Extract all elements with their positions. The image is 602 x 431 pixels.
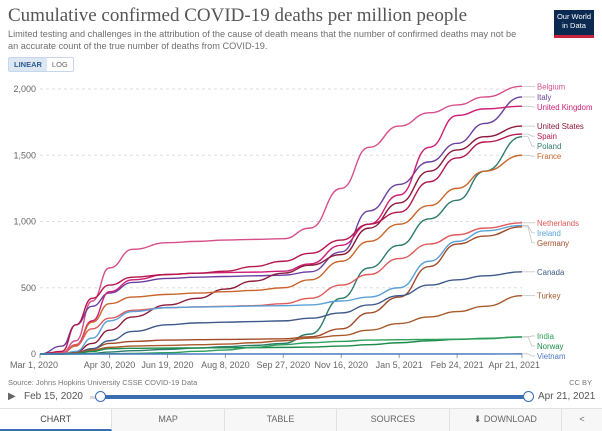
label-connector bbox=[522, 336, 535, 337]
download-label: DOWNLOAD bbox=[484, 414, 537, 424]
play-icon[interactable]: ▶ bbox=[8, 391, 16, 402]
x-axis: Mar 1, 2020 Apr 30, 2020 Jun 19, 2020 Aug 8… bbox=[10, 354, 540, 370]
tab-chart[interactable]: CHART bbox=[0, 409, 112, 431]
x-tick-label: Feb 24, 2021 bbox=[431, 360, 484, 370]
share-icon: < bbox=[579, 414, 584, 424]
timeline-start-handle[interactable] bbox=[95, 391, 106, 402]
line-chart: 0 500 1,000 1,500 2,000 Mar 1, 2020 Apr 30, 2… bbox=[0, 0, 602, 376]
timeline-selected-range bbox=[100, 395, 528, 399]
grid-lines bbox=[40, 89, 522, 354]
series-label-france[interactable]: France bbox=[537, 152, 561, 161]
y-axis: 0 500 1,000 1,500 2,000 bbox=[13, 84, 36, 359]
series-label-united-kingdom[interactable]: United Kingdom bbox=[537, 103, 592, 112]
series-label-india[interactable]: India bbox=[537, 332, 555, 341]
series-label-norway[interactable]: Norway bbox=[537, 342, 564, 351]
series-line-ireland[interactable] bbox=[40, 225, 522, 354]
series-label-canada[interactable]: Canada bbox=[537, 268, 565, 277]
series-label-netherlands[interactable]: Netherlands bbox=[537, 219, 579, 228]
series-label-ireland[interactable]: Ireland bbox=[537, 229, 561, 238]
y-tick-label: 500 bbox=[21, 283, 36, 293]
x-tick-label: Apr 21, 2021 bbox=[488, 360, 540, 370]
x-tick-label: Nov 16, 2020 bbox=[314, 360, 368, 370]
label-connector bbox=[522, 137, 535, 146]
timeline-start-label: Feb 15, 2020 bbox=[24, 391, 83, 402]
download-icon: ⬇ bbox=[474, 414, 482, 424]
source-note: Source: Johns Hopkins University CSSE CO… bbox=[8, 378, 197, 387]
series-lines bbox=[40, 86, 522, 354]
x-tick-label: Aug 8, 2020 bbox=[201, 360, 250, 370]
series-label-belgium[interactable]: Belgium bbox=[537, 82, 565, 91]
timeline-end-label: Apr 21, 2021 bbox=[538, 391, 595, 402]
label-connector bbox=[522, 337, 535, 346]
y-tick-label: 2,000 bbox=[13, 84, 36, 94]
series-line-united-kingdom[interactable] bbox=[40, 106, 522, 354]
label-connector bbox=[522, 227, 535, 243]
series-label-spain[interactable]: Spain bbox=[537, 132, 557, 141]
series-line-germany[interactable] bbox=[40, 227, 522, 354]
series-label-poland[interactable]: Poland bbox=[537, 142, 561, 151]
timeline-end-handle[interactable] bbox=[523, 391, 534, 402]
series-label-italy[interactable]: Italy bbox=[537, 93, 551, 102]
x-tick-label: Apr 30, 2020 bbox=[84, 360, 136, 370]
share-button[interactable]: < bbox=[562, 409, 602, 431]
series-label-turkey[interactable]: Turkey bbox=[537, 292, 561, 301]
series-label-germany[interactable]: Germany bbox=[537, 239, 569, 248]
tab-download[interactable]: ⬇ DOWNLOAD bbox=[450, 409, 562, 431]
label-connector bbox=[522, 354, 535, 356]
x-tick-label: Jan 5, 2021 bbox=[376, 360, 423, 370]
y-tick-label: 1,000 bbox=[13, 217, 36, 227]
label-connector bbox=[522, 155, 535, 156]
label-connector bbox=[522, 134, 535, 136]
tab-table[interactable]: TABLE bbox=[225, 409, 337, 431]
y-tick-label: 0 bbox=[31, 349, 36, 359]
x-tick-label: Sep 27, 2020 bbox=[257, 360, 311, 370]
license-note[interactable]: CC BY bbox=[569, 378, 592, 387]
x-tick-label: Mar 1, 2020 bbox=[10, 360, 58, 370]
x-tick-label: Jun 19, 2020 bbox=[141, 360, 193, 370]
tab-map[interactable]: MAP bbox=[112, 409, 224, 431]
tab-sources[interactable]: SOURCES bbox=[337, 409, 449, 431]
tab-bar: CHART MAP TABLE SOURCES ⬇ DOWNLOAD < bbox=[0, 408, 602, 431]
label-connector bbox=[522, 106, 535, 107]
series-label-vietnam[interactable]: Vietnam bbox=[537, 352, 565, 361]
y-tick-label: 1,500 bbox=[13, 150, 36, 160]
series-line-belgium[interactable] bbox=[40, 86, 522, 354]
series-line-france[interactable] bbox=[40, 155, 522, 354]
series-line-italy[interactable] bbox=[40, 97, 522, 354]
timeline: ▶ Feb 15, 2020 Apr 21, 2021 bbox=[0, 387, 602, 407]
series-label-united-states[interactable]: United States bbox=[537, 122, 584, 131]
